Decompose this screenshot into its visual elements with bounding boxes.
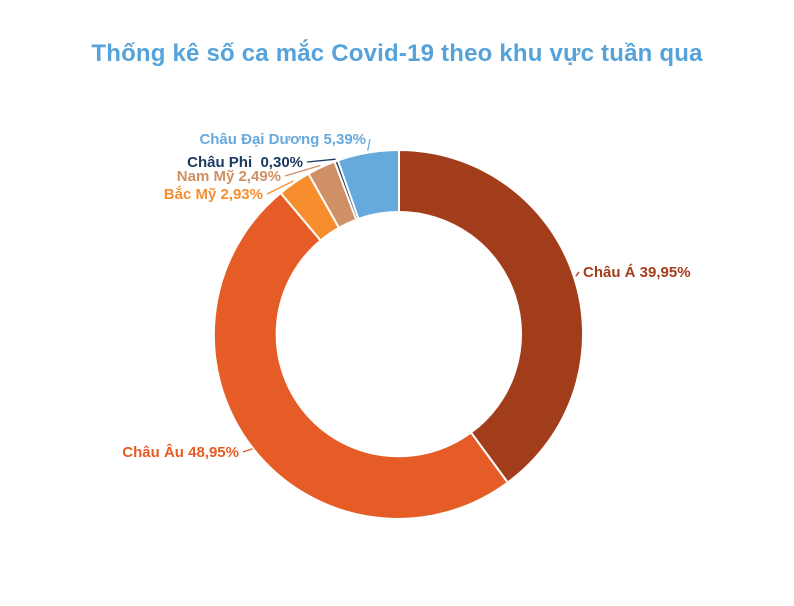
- pie-slice-chau-a: [398, 149, 585, 484]
- slice-label-chau-a: Châu Á 39,95%: [583, 264, 691, 281]
- pie-slice-chau-au: [212, 192, 509, 520]
- leader-line-chau-au: [242, 448, 253, 453]
- slice-label-chau-au: Châu Âu 48,95%: [122, 443, 239, 461]
- pie-slice-chau-dai-duong: [336, 148, 400, 220]
- slice-label-nam-my: Nam Mỹ 2,49%: [177, 168, 281, 185]
- leader-line-chau-a: [575, 271, 580, 277]
- leader-line-chau-phi: [306, 158, 336, 163]
- leader-line-chau-dai-duong: [367, 138, 371, 151]
- slice-label-chau-dai-duong: Châu Đại Dương 5,39%: [199, 131, 366, 148]
- slice-label-chau-phi: Châu Phi 0,30%: [187, 154, 303, 171]
- slice-label-bac-my: Bắc Mỹ 2,93%: [164, 185, 263, 203]
- leader-line-bac-my: [266, 180, 294, 195]
- chart-title: Thống kê số ca mắc Covid-19 theo khu vực…: [91, 40, 703, 67]
- leader-line-nam-my: [284, 164, 321, 177]
